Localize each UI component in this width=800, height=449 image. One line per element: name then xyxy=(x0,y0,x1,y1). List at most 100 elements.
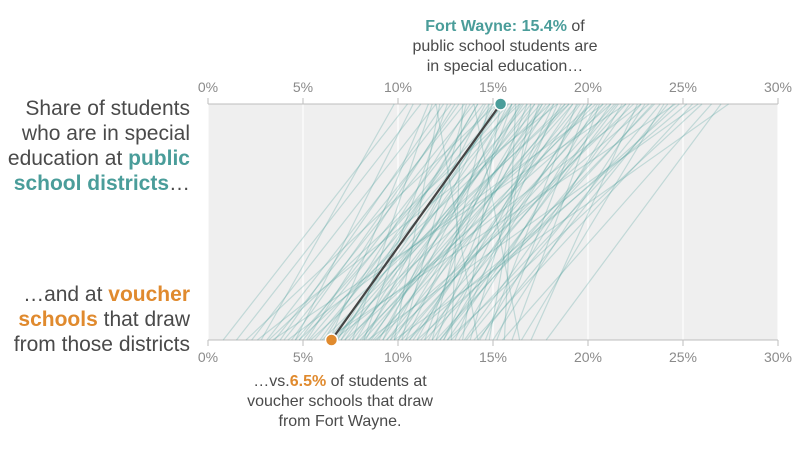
district-line xyxy=(503,103,517,341)
top-tick-label: 20% xyxy=(574,79,602,95)
district-line xyxy=(484,103,578,341)
district-line xyxy=(464,103,631,341)
district-line xyxy=(291,103,460,341)
district-line xyxy=(446,103,612,341)
district-line xyxy=(245,103,498,341)
district-line xyxy=(405,103,688,341)
district-line xyxy=(294,103,505,341)
district-line xyxy=(450,103,674,341)
district-line xyxy=(450,103,464,341)
district-line xyxy=(424,103,655,341)
fort-wayne-public-point xyxy=(493,97,508,111)
annotation-line: from Fort Wayne. xyxy=(278,413,402,430)
annotation-highlight: Fort Wayne: 15.4% xyxy=(425,18,567,35)
district-line xyxy=(369,103,547,341)
district-line xyxy=(359,103,570,341)
district-line xyxy=(408,103,581,341)
district-line xyxy=(310,103,570,341)
district-line xyxy=(416,103,680,341)
district-line xyxy=(393,103,729,341)
annotation-text: of xyxy=(566,18,585,35)
top-tick-label: 15% xyxy=(479,79,507,95)
district-line xyxy=(351,103,433,341)
district-line xyxy=(416,103,543,341)
district-line xyxy=(473,103,693,341)
district-line xyxy=(473,103,521,341)
district-line xyxy=(443,103,555,341)
district-line xyxy=(397,103,551,341)
annotation-text: …vs. xyxy=(253,373,290,390)
district-line xyxy=(251,103,437,341)
district-line xyxy=(465,103,661,341)
district-line xyxy=(323,103,471,341)
label-line: education at public xyxy=(0,146,190,171)
district-line xyxy=(454,103,559,341)
district-line xyxy=(435,103,654,341)
district-line xyxy=(458,103,599,341)
district-line xyxy=(424,103,513,341)
district-line xyxy=(469,103,540,341)
district-line xyxy=(446,103,703,341)
district-line xyxy=(386,103,579,341)
district-line xyxy=(257,103,558,341)
label-line: Share of students xyxy=(25,97,190,120)
district-line xyxy=(401,103,467,341)
label-text: …and at xyxy=(23,283,109,306)
district-line xyxy=(266,103,452,341)
label-highlight-schools: schools xyxy=(18,308,98,331)
label-highlight-districts: school districts xyxy=(13,172,169,195)
district-line xyxy=(372,103,593,341)
annotation-line: public school students are xyxy=(412,38,598,55)
district-line xyxy=(367,103,699,341)
bottom-tick-label: 30% xyxy=(764,349,792,365)
district-line xyxy=(272,103,627,341)
district-line xyxy=(492,103,646,341)
voucher-schools-row-label: …and at voucher schools that draw from t… xyxy=(0,282,190,357)
district-line xyxy=(530,103,638,341)
top-tick-label: 5% xyxy=(293,79,313,95)
district-line xyxy=(370,103,524,341)
district-line xyxy=(435,103,528,341)
district-line xyxy=(435,103,479,341)
fort-wayne-voucher-point xyxy=(324,333,339,347)
district-line xyxy=(479,103,623,341)
annotation-line: voucher schools that draw xyxy=(247,393,433,410)
district-line xyxy=(405,103,521,341)
district-line xyxy=(355,103,597,341)
district-line xyxy=(336,103,503,341)
fort-wayne-voucher-annotation: …vs.6.5% of students at voucher schools … xyxy=(200,372,480,432)
bottom-axis-ticks: 0% 5% 10% 15% 20% 25% 30% xyxy=(198,340,792,365)
label-line: school districts… xyxy=(0,171,190,196)
district-line xyxy=(306,103,456,341)
public-districts-row-label: Share of students who are in special edu… xyxy=(0,96,190,196)
label-text: education at xyxy=(7,147,129,170)
district-line xyxy=(340,103,536,341)
district-line xyxy=(363,103,574,341)
bottom-tick-label: 25% xyxy=(669,349,697,365)
district-lines xyxy=(222,103,729,341)
label-line: from those districts xyxy=(13,333,190,356)
top-tick-label: 25% xyxy=(669,79,697,95)
district-line xyxy=(236,103,422,341)
fort-wayne-public-annotation: Fort Wayne: 15.4% of public school stude… xyxy=(370,17,640,77)
district-line xyxy=(268,103,521,341)
district-line xyxy=(329,103,429,341)
district-line xyxy=(431,103,490,341)
district-line xyxy=(302,103,494,341)
district-line xyxy=(439,103,619,341)
district-line xyxy=(389,103,509,341)
district-line xyxy=(340,103,479,341)
district-line xyxy=(365,103,486,341)
district-line xyxy=(287,103,604,341)
label-line: …and at voucher xyxy=(0,282,190,307)
bottom-tick-label: 5% xyxy=(293,349,313,365)
annotation-line: …vs.6.5% of students at xyxy=(200,372,480,392)
label-highlight-public: public xyxy=(128,147,190,170)
annotation-text: of students at xyxy=(326,373,427,390)
top-tick-label: 0% xyxy=(198,79,218,95)
bottom-tick-label: 15% xyxy=(479,349,507,365)
district-line xyxy=(502,103,712,341)
district-line xyxy=(348,103,555,341)
district-line xyxy=(274,103,465,341)
bottom-tick-label: 10% xyxy=(384,349,412,365)
